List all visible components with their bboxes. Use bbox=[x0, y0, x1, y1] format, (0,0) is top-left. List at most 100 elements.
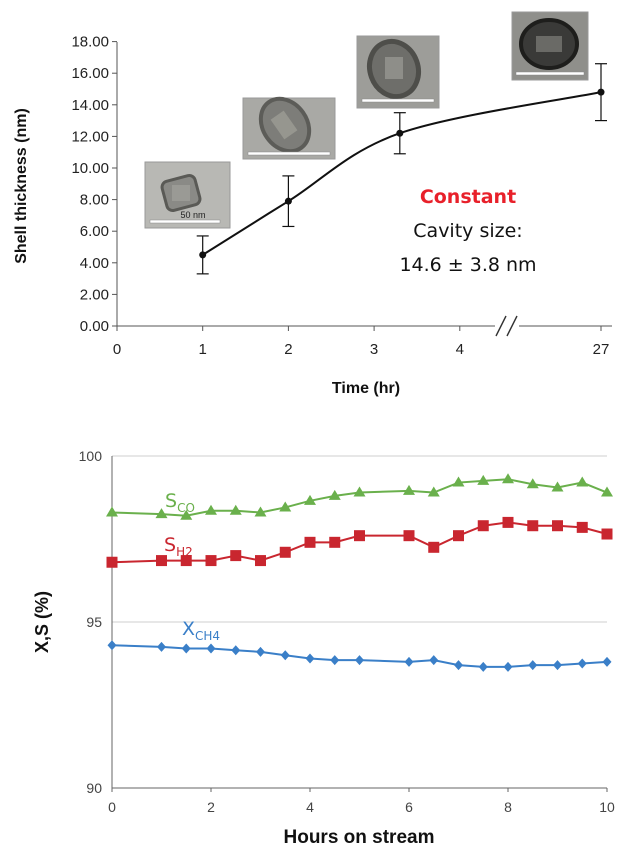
bottom-data-point bbox=[256, 646, 265, 657]
bottom-data-point bbox=[255, 555, 266, 567]
bottom-data-point bbox=[552, 520, 563, 532]
top-data-point bbox=[396, 129, 404, 137]
bottom-data-point bbox=[576, 476, 589, 487]
bottom-series bbox=[106, 473, 613, 672]
bottom-data-point bbox=[304, 536, 316, 548]
top-y-tick-label: 10.00 bbox=[71, 160, 109, 177]
tem-inset-image-2h bbox=[242, 96, 336, 160]
top-data-point bbox=[199, 251, 207, 259]
top-x-ticks: 0 1 2 3 4 27 bbox=[113, 326, 610, 358]
top-x-tick-label: 27 bbox=[593, 341, 610, 358]
bottom-data-point bbox=[403, 484, 415, 495]
bottom-x-tick-label: 6 bbox=[405, 799, 413, 815]
bottom-data-point bbox=[106, 556, 118, 568]
bottom-data-point bbox=[429, 655, 439, 666]
top-y-ticks: 0.00 2.00 4.00 6.00 8.00 10.00 12.00 14.00 16.00… bbox=[71, 34, 117, 335]
bottom-data-point bbox=[155, 508, 168, 519]
bottom-data-point bbox=[355, 655, 364, 666]
bottom-data-point bbox=[329, 536, 341, 548]
bottom-data-point bbox=[353, 486, 366, 497]
bottom-data-point bbox=[526, 478, 539, 489]
top-data-point bbox=[284, 197, 292, 205]
bottom-x-ticks: 0 2 4 6 8 10 bbox=[108, 788, 615, 815]
bottom-data-point bbox=[157, 641, 166, 652]
top-x-axis-title: Time (hr) bbox=[332, 380, 400, 397]
bottom-data-point bbox=[280, 650, 290, 661]
bottom-y-axis-title: X,S (%) bbox=[32, 591, 52, 653]
bottom-data-point bbox=[106, 506, 118, 517]
top-y-tick-label: 16.00 bbox=[71, 65, 109, 82]
top-y-axis-title: Shell thickness (nm) bbox=[13, 108, 30, 264]
bottom-data-point bbox=[354, 530, 365, 542]
top-x-tick-label: 0 bbox=[113, 341, 121, 358]
bottom-data-point bbox=[601, 486, 613, 497]
bottom-data-point bbox=[328, 489, 341, 500]
bottom-data-point bbox=[452, 476, 465, 487]
bottom-y-tick-label: 90 bbox=[86, 780, 102, 796]
bottom-y-tick-label: 95 bbox=[86, 614, 102, 630]
bottom-data-point bbox=[229, 504, 242, 515]
series-label-sco: SCO bbox=[165, 490, 195, 515]
bottom-data-point bbox=[156, 555, 167, 567]
annotation-cavity-size: Cavity size: bbox=[413, 220, 522, 242]
bottom-data-point bbox=[180, 555, 192, 567]
bottom-data-point bbox=[230, 550, 242, 562]
bottom-data-point bbox=[180, 509, 193, 520]
bottom-data-point bbox=[502, 473, 514, 484]
bottom-y-ticks: 90 95 100 bbox=[79, 448, 103, 796]
bottom-data-point bbox=[107, 640, 117, 651]
bottom-data-point bbox=[403, 530, 415, 542]
tem-inset-image-27h bbox=[511, 11, 589, 81]
series-label-sh2: SH2 bbox=[164, 534, 193, 559]
bottom-data-point bbox=[553, 660, 562, 671]
bottom-data-point bbox=[528, 660, 538, 671]
top-x-tick-label: 1 bbox=[199, 341, 207, 358]
annotation-cavity-value: 14.6 ± 3.8 nm bbox=[399, 254, 536, 276]
bottom-data-point bbox=[453, 530, 464, 542]
bottom-data-point bbox=[502, 516, 514, 528]
bottom-data-point bbox=[428, 541, 440, 553]
bottom-data-point bbox=[304, 494, 316, 505]
tem-inset-image-1h: 50 nm bbox=[144, 161, 231, 229]
bottom-data-point bbox=[576, 521, 588, 533]
inset-scale-label: 50 nm bbox=[180, 210, 205, 220]
bottom-data-point bbox=[205, 504, 217, 515]
bottom-data-point bbox=[205, 555, 217, 567]
top-y-tick-label: 18.00 bbox=[71, 34, 109, 51]
bottom-data-point bbox=[181, 643, 191, 654]
top-y-tick-label: 2.00 bbox=[80, 286, 109, 303]
bottom-data-point bbox=[279, 501, 292, 512]
bottom-data-point bbox=[477, 474, 490, 485]
bottom-data-point bbox=[427, 486, 440, 497]
bottom-data-point bbox=[231, 645, 241, 656]
bottom-data-point bbox=[454, 660, 463, 671]
bottom-data-point bbox=[527, 520, 539, 532]
bottom-x-tick-label: 4 bbox=[306, 799, 314, 815]
top-x-tick-label: 4 bbox=[456, 341, 464, 358]
bottom-x-tick-label: 8 bbox=[504, 799, 512, 815]
top-y-tick-label: 8.00 bbox=[80, 192, 109, 209]
top-y-tick-label: 6.00 bbox=[80, 223, 109, 240]
bottom-data-point bbox=[601, 528, 613, 540]
top-x-tick-label: 3 bbox=[370, 341, 378, 358]
bottom-x-tick-label: 10 bbox=[599, 799, 615, 815]
top-y-tick-label: 14.00 bbox=[71, 97, 109, 114]
bottom-data-point bbox=[305, 653, 315, 664]
bottom-data-point bbox=[206, 643, 216, 654]
bottom-data-point bbox=[577, 658, 587, 669]
series-label-xch4: XCH4 bbox=[182, 618, 220, 643]
top-data-points bbox=[199, 88, 605, 259]
bottom-y-tick-label: 100 bbox=[79, 448, 103, 464]
top-chart: 0.00 2.00 4.00 6.00 8.00 10.00 12.00 14.00 16.00… bbox=[13, 11, 612, 397]
bottom-data-point bbox=[602, 656, 612, 667]
bottom-data-point bbox=[551, 481, 564, 492]
bottom-x-tick-label: 2 bbox=[207, 799, 215, 815]
bottom-data-point bbox=[478, 661, 488, 672]
bottom-data-point bbox=[330, 655, 340, 666]
bottom-x-axis-title: Hours on stream bbox=[284, 827, 435, 848]
bottom-data-point bbox=[503, 661, 513, 672]
top-y-tick-label: 12.00 bbox=[71, 128, 109, 145]
bottom-x-tick-label: 0 bbox=[108, 799, 116, 815]
